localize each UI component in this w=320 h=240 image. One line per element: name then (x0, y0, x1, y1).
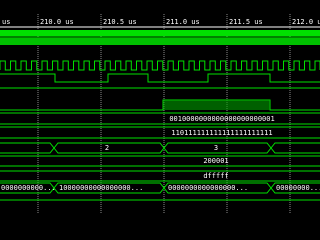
bus-wave (0, 142, 320, 154)
waveform-viewer: us 210.0 us 210.5 us 211.0 us 211.5 us 2… (0, 14, 320, 214)
signal-bar (0, 38, 320, 45)
bus-value: 200001 (203, 157, 228, 165)
bus-value: 0000000000... (1, 184, 56, 192)
bus-value: 2 (105, 144, 109, 152)
bus-value: dfffff (203, 172, 228, 180)
ruler-label: us (2, 18, 10, 26)
bus-value: 3 (214, 144, 218, 152)
bus-wave (0, 112, 320, 125)
ruler-label: 210.5 us (103, 18, 137, 26)
signal-fill (163, 100, 270, 110)
ruler-label: 211.5 us (229, 18, 263, 26)
bus-wave (0, 182, 320, 194)
bus-wave (0, 126, 320, 139)
bus-value: 00000000... (276, 184, 320, 192)
bus-value: 110111111111111111111111 (171, 129, 272, 137)
bus-value: 0000000000000000... (168, 184, 248, 192)
bus-wave (0, 155, 320, 167)
bus-value: 10000000000000000... (59, 184, 143, 192)
signal-bar (0, 30, 320, 36)
ruler-label: 211.0 us (166, 18, 200, 26)
signal-wave (0, 73, 320, 83)
bus-wave (0, 170, 320, 182)
ruler-label: 210.0 us (40, 18, 74, 26)
clock-wave (0, 60, 320, 71)
ruler-label: 212.0 us (292, 18, 320, 26)
bus-value: 0010000000000000000000001 (169, 115, 274, 123)
